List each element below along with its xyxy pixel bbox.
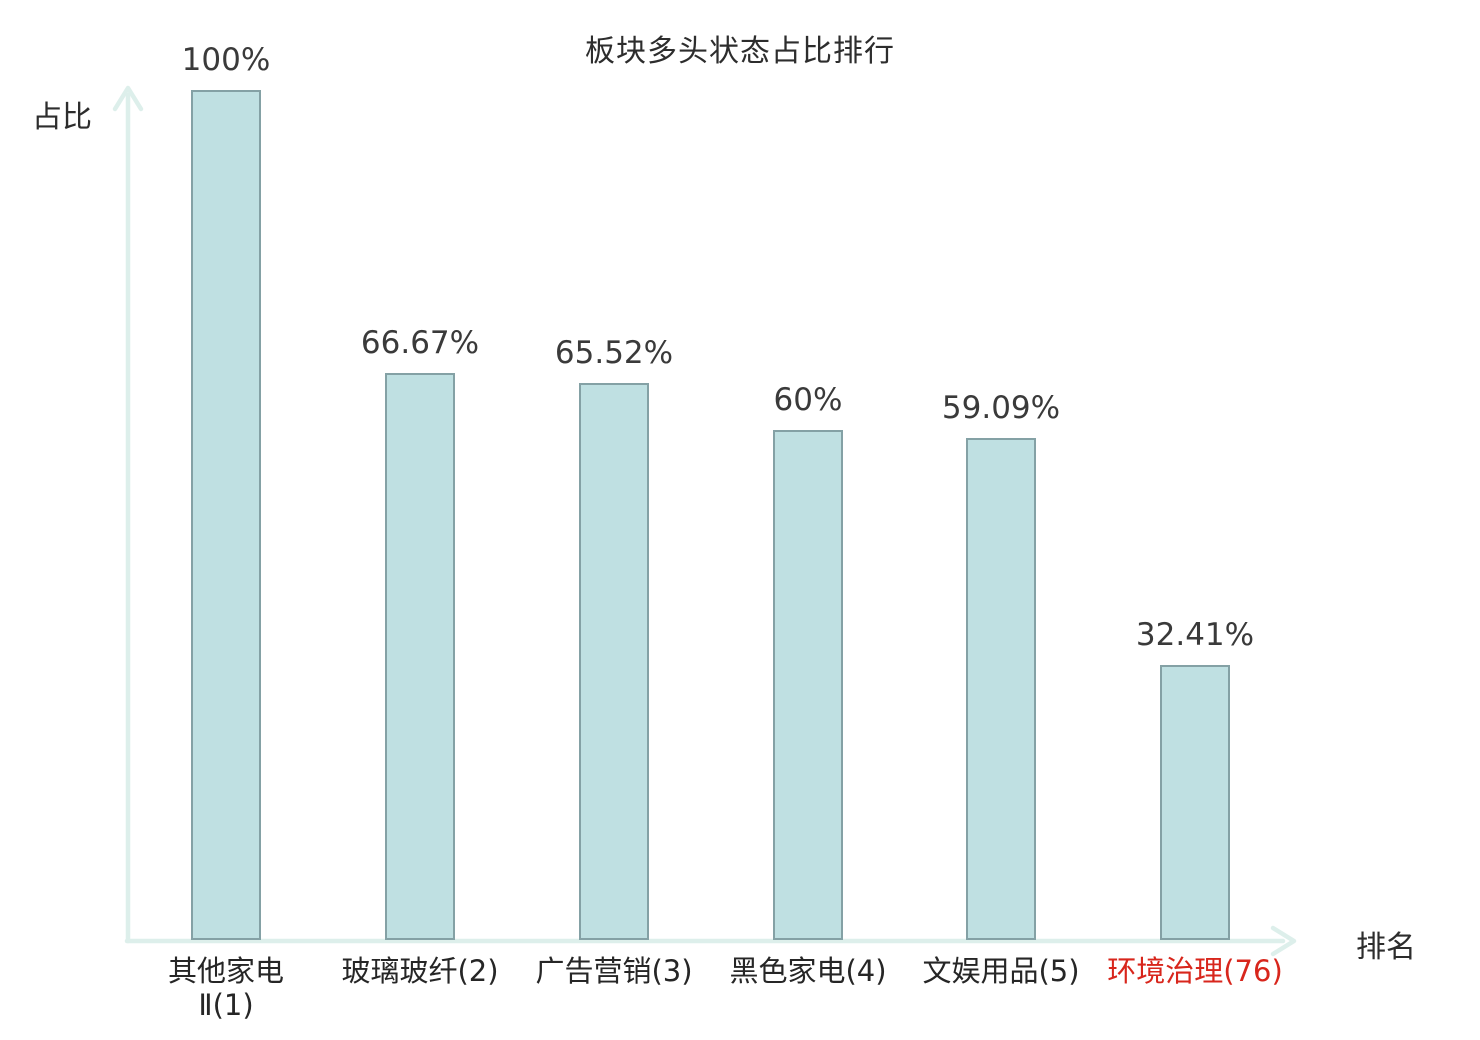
category-label: 其他家电 Ⅱ(1) xyxy=(167,954,284,1023)
bar-value-label: 60% xyxy=(773,382,843,418)
y-axis-label: 占比 xyxy=(32,100,92,135)
bar-value-label: 59.09% xyxy=(941,389,1061,426)
bar-group: 65.52% 广告营销(3) xyxy=(504,88,724,988)
x-axis-label: 排名 xyxy=(1356,930,1416,965)
category-label: 文娱用品(5) xyxy=(922,954,1080,988)
bar[interactable] xyxy=(773,430,843,940)
bar-group: 60% 黑色家电(4) xyxy=(698,88,918,988)
bar-value-label: 32.41% xyxy=(1135,616,1255,653)
category-label: 广告营销(3) xyxy=(535,954,693,988)
category-label: 黑色家电(4) xyxy=(729,954,887,988)
bar-group: 32.41% 环境治理(76) xyxy=(1085,88,1305,988)
bar[interactable] xyxy=(191,90,261,940)
bar-group: 100% 其他家电 Ⅱ(1) xyxy=(116,42,336,1022)
bar-group: 66.67% 玻璃玻纤(2) xyxy=(310,88,530,988)
bar-value-label: 66.67% xyxy=(360,325,480,362)
bar[interactable] xyxy=(1160,664,1230,940)
category-label: 环境治理(76) xyxy=(1107,954,1283,988)
bar[interactable] xyxy=(579,383,649,940)
bar-group: 59.09% 文娱用品(5) xyxy=(891,88,1111,988)
bar[interactable] xyxy=(385,373,455,940)
category-label: 玻璃玻纤(2) xyxy=(341,954,499,988)
chart-title: 板块多头状态占比排行 xyxy=(585,34,895,69)
bar[interactable] xyxy=(966,437,1036,940)
bar-value-label: 100% xyxy=(181,42,271,78)
bar-value-label: 65.52% xyxy=(554,335,674,372)
